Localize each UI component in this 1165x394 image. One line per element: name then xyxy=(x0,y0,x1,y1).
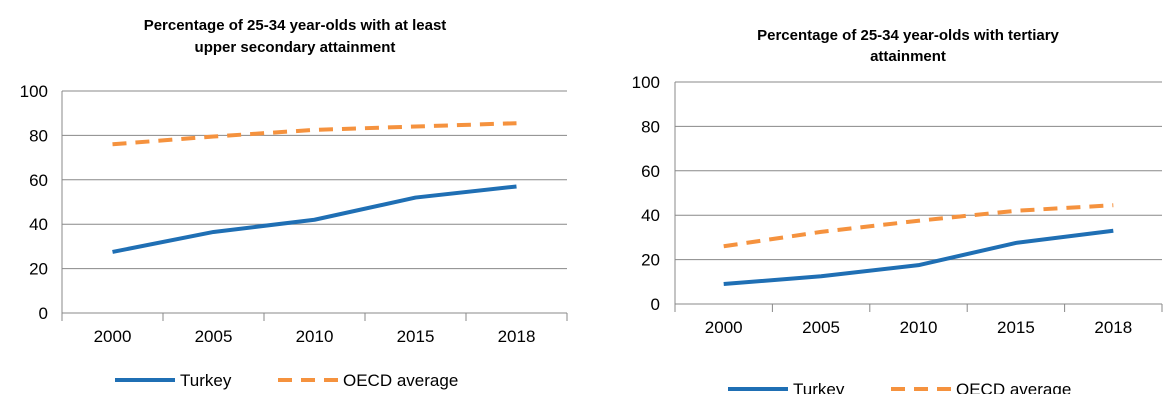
chart-tertiary-svg: Percentage of 25-34 year-olds with terti… xyxy=(632,27,1163,394)
y-tick-label: 0 xyxy=(39,304,48,323)
x-tick-label: 2005 xyxy=(802,318,840,337)
x-tick-label: 2010 xyxy=(900,318,938,337)
x-tick-label: 2005 xyxy=(195,327,233,346)
y-tick-label: 80 xyxy=(641,117,660,136)
chart-title-line: upper secondary attainment xyxy=(195,39,396,56)
chart-title-line: attainment xyxy=(870,48,946,65)
x-tick-label: 2018 xyxy=(498,327,536,346)
y-tick-label: 40 xyxy=(29,215,48,234)
x-tick-label: 2010 xyxy=(296,327,334,346)
y-tick-label: 100 xyxy=(632,73,660,92)
y-tick-label: 40 xyxy=(641,206,660,225)
y-tick-label: 60 xyxy=(641,162,660,181)
chart-title-line: Percentage of 25-34 year-olds with at le… xyxy=(144,17,447,34)
y-tick-label: 20 xyxy=(29,260,48,279)
legend-label: Turkey xyxy=(793,380,845,394)
y-tick-label: 20 xyxy=(641,251,660,270)
legend-label: Turkey xyxy=(180,371,232,390)
series-line-turkey xyxy=(723,228,1114,287)
series-line-oecd-average xyxy=(723,203,1114,249)
x-tick-label: 2015 xyxy=(397,327,435,346)
chart-tertiary: Percentage of 25-34 year-olds with terti… xyxy=(600,0,1165,394)
y-tick-label: 100 xyxy=(20,82,48,101)
chart-upper-secondary-svg: Percentage of 25-34 year-olds with at le… xyxy=(20,17,568,390)
x-tick-label: 2018 xyxy=(1094,318,1132,337)
x-tick-label: 2000 xyxy=(94,327,132,346)
chart-title-line: Percentage of 25-34 year-olds with terti… xyxy=(757,27,1059,44)
series-line-oecd-average xyxy=(112,121,517,147)
chart-upper-secondary: Percentage of 25-34 year-olds with at le… xyxy=(0,0,570,394)
x-tick-label: 2015 xyxy=(997,318,1035,337)
series-line-turkey xyxy=(112,184,517,254)
y-tick-label: 60 xyxy=(29,171,48,190)
y-tick-label: 80 xyxy=(29,126,48,145)
x-tick-label: 2000 xyxy=(705,318,743,337)
y-tick-label: 0 xyxy=(651,295,660,314)
legend-label: OECD average xyxy=(343,371,458,390)
legend-label: OECD average xyxy=(956,380,1071,394)
